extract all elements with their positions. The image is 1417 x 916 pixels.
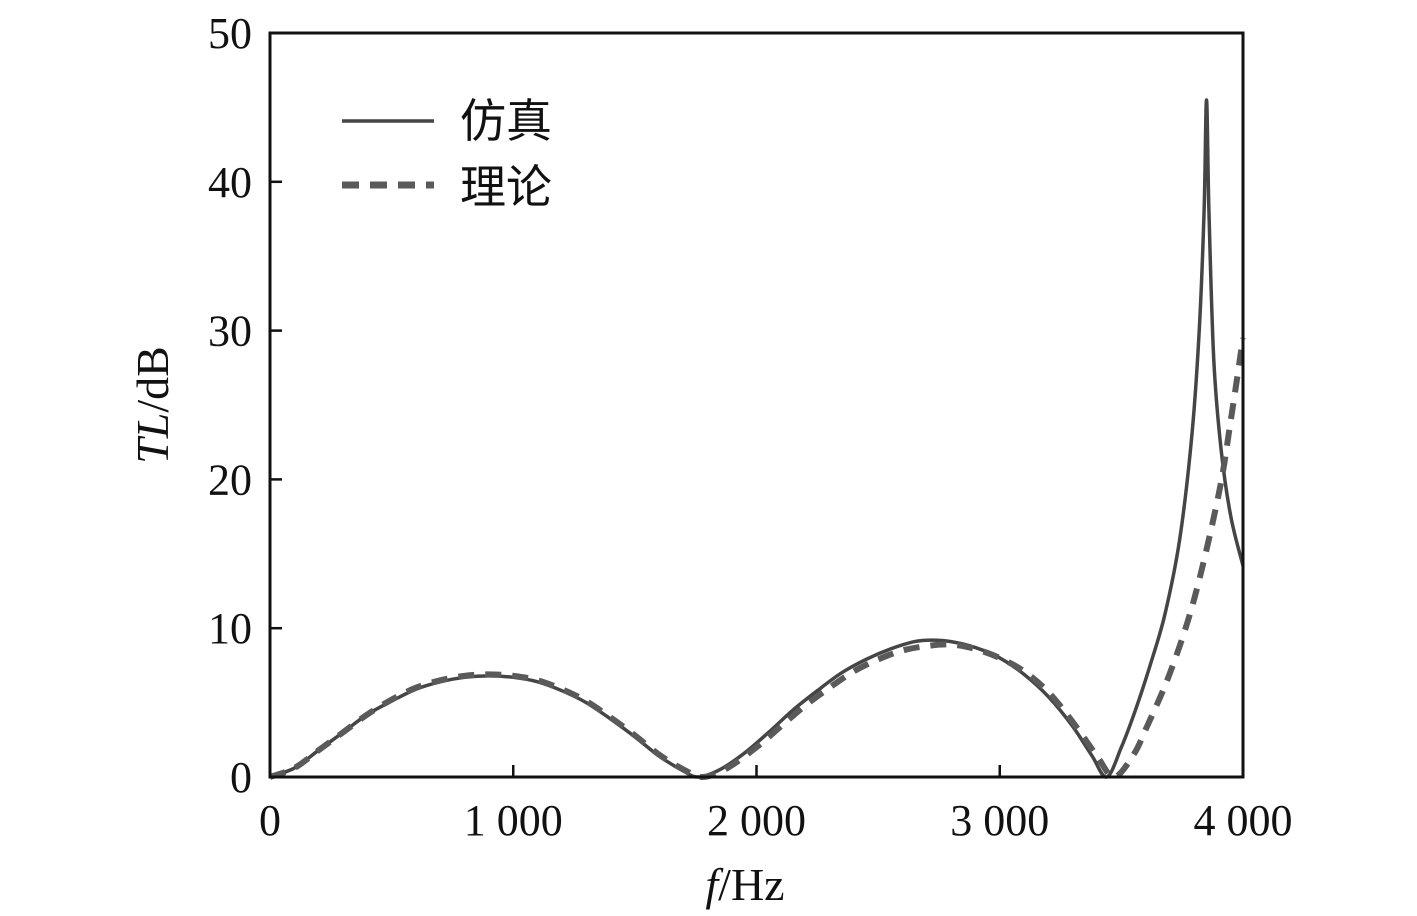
legend: 仿真 理论 bbox=[342, 96, 552, 213]
y-tick-label: 10 bbox=[208, 604, 252, 653]
series-layer bbox=[268, 98, 1246, 780]
series-line-simulation bbox=[269, 98, 1245, 779]
x-tick-label: 1 000 bbox=[464, 796, 563, 845]
y-tick-label: 0 bbox=[230, 753, 252, 802]
plot-frame bbox=[268, 31, 1245, 779]
legend-label-simulation: 仿真 bbox=[460, 96, 552, 147]
x-tick-label: 4 000 bbox=[1194, 796, 1293, 845]
y-tick-label: 50 bbox=[208, 9, 252, 58]
x-tick-label: 3 000 bbox=[950, 796, 1049, 845]
y-axis: 0 10 20 30 40 50 bbox=[208, 9, 282, 802]
y-axis-label: TL/dB bbox=[127, 346, 178, 464]
x-tick-label: 2 000 bbox=[707, 796, 806, 845]
legend-label-theory: 理论 bbox=[460, 162, 552, 213]
y-tick-label: 20 bbox=[208, 455, 252, 504]
x-axis-label: f/Hz bbox=[705, 859, 784, 910]
x-axis: 0 1 000 2 000 3 000 4 000 bbox=[259, 765, 1293, 845]
series-line-theory bbox=[268, 337, 1246, 780]
x-tick-label: 0 bbox=[259, 796, 281, 845]
y-tick-label: 30 bbox=[208, 307, 252, 356]
y-tick-label: 40 bbox=[208, 158, 252, 207]
